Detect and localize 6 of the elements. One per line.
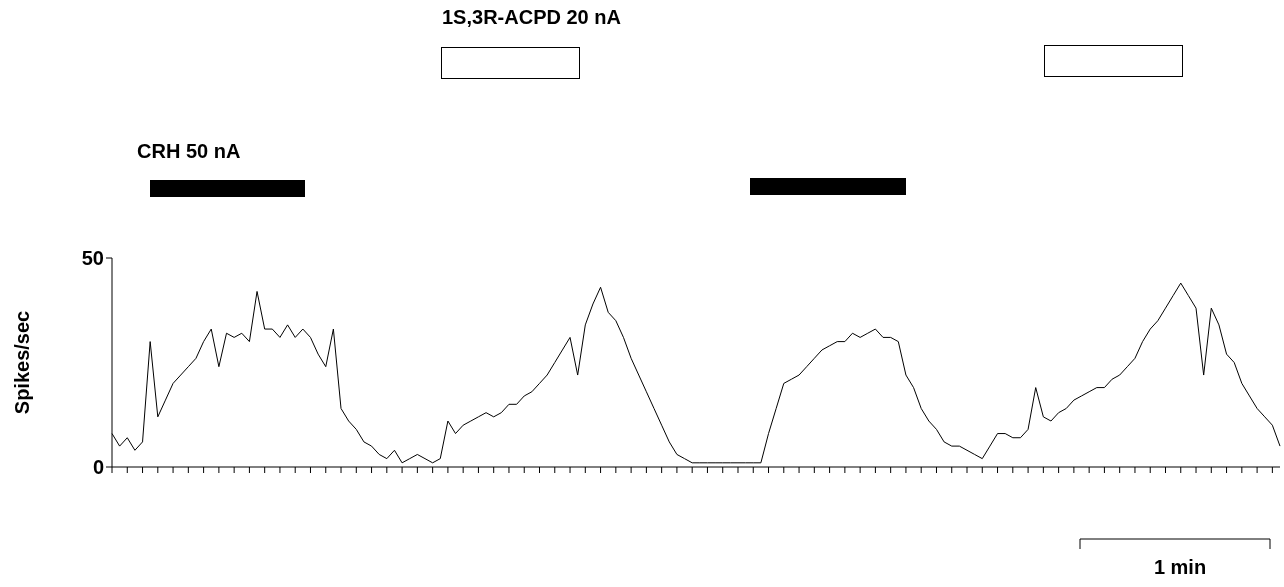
text: CRH 50 nA — [137, 140, 241, 163]
text: 1S,3R-ACPD 20 nA — [442, 6, 621, 29]
y-axis-title: Spikes/sec — [11, 310, 34, 415]
y-tick-label: 0 — [92, 456, 104, 479]
y-tick-label: 50 — [81, 247, 104, 270]
text: 1 min — [1152, 556, 1208, 579]
